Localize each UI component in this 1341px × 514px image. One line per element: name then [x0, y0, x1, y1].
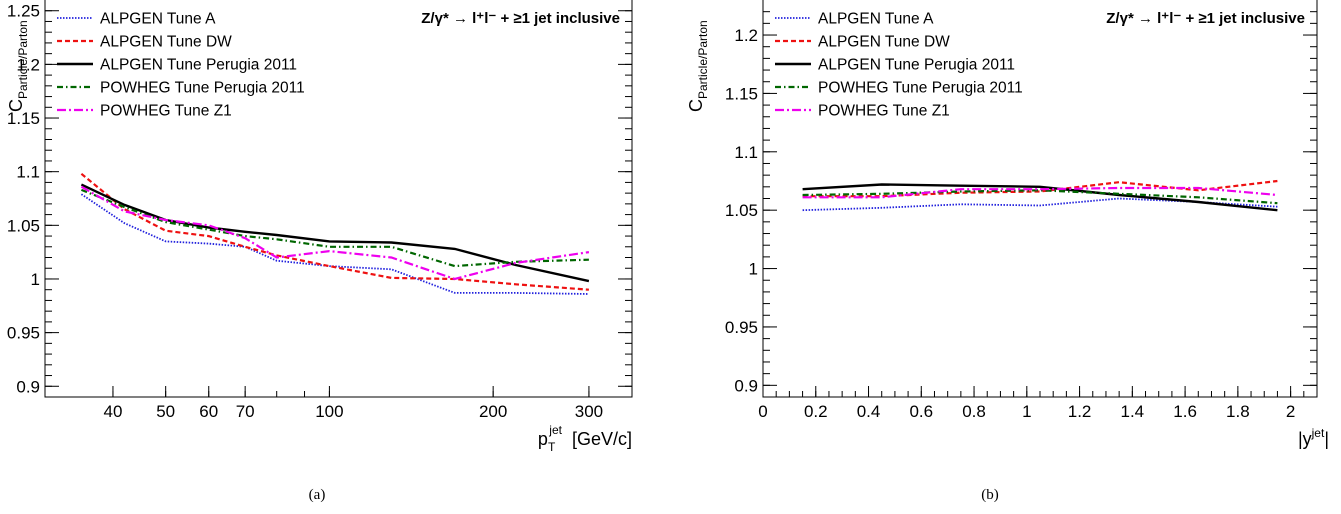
legend-label: POWHEG Tune Perugia 2011 — [818, 80, 1023, 97]
x-axis-label: pTjet [GeV/c] — [538, 423, 632, 454]
y-tick-label: 1.1 — [16, 163, 40, 182]
x-tick-label: 0.4 — [857, 402, 881, 421]
y-tick-label: 1.25 — [7, 2, 40, 21]
series-line-powheg-tune-z1 — [80, 185, 590, 281]
x-tick-label: 0 — [758, 402, 767, 421]
panel-caption: (a) — [309, 487, 326, 503]
legend-label: POWHEG Tune Z1 — [100, 103, 232, 120]
series-line-powheg-tune-perugia-2011 — [80, 188, 589, 268]
y-axis-label: CParticle/Parton — [686, 20, 710, 112]
process-label: Z/γ* → l⁺l⁻ + ≥1 jet inclusive — [1106, 10, 1305, 27]
y-tick-label: 1.15 — [725, 84, 758, 103]
y-tick-label: 1.15 — [7, 109, 40, 128]
y-tick-label: 1.05 — [725, 201, 758, 220]
legend-label: ALPGEN Tune DW — [818, 34, 950, 51]
process-label: Z/γ* → l⁺l⁻ + ≥1 jet inclusive — [421, 10, 620, 27]
series-line-alpgen-tune-perugia-2011 — [80, 183, 590, 283]
x-tick-label: 1.2 — [1068, 402, 1092, 421]
x-tick-label: 60 — [199, 402, 218, 421]
y-tick-label: 0.95 — [725, 318, 758, 337]
chart-panel-b: 0.9 0.95 1 1.05 1.1 1.15 1.2 0 0.2 0.4 0.6 0.8 1 1.2 1… — [686, 0, 1329, 503]
legend-label: ALPGEN Tune Perugia 2011 — [818, 57, 1015, 74]
x-tick-label: 100 — [315, 402, 343, 421]
x-tick-label: 0.2 — [804, 402, 828, 421]
x-tick-label: 1 — [1022, 402, 1031, 421]
y-tick-label: 1.2 — [16, 55, 40, 74]
y-tick-label: 1.1 — [734, 143, 758, 162]
legend-label: POWHEG Tune Perugia 2011 — [100, 80, 305, 97]
x-tick-label: 0.8 — [962, 402, 986, 421]
x-tick-label: 50 — [156, 402, 175, 421]
x-tick-label: 0.6 — [909, 402, 933, 421]
chart-panel-a: 0.9 0.95 1 1.05 1.1 1.15 1.2 1.25 40 50 60 70 100 200… — [6, 0, 633, 503]
x-tick-label: 1.6 — [1173, 402, 1197, 421]
y-tick-label: 1 — [31, 270, 40, 289]
x-axis-label: |yjet| — [1298, 426, 1329, 449]
legend-label: ALPGEN Tune Perugia 2011 — [100, 57, 297, 74]
panel-caption: (b) — [981, 487, 999, 503]
y-tick-label: 0.95 — [7, 324, 40, 343]
legend-label: ALPGEN Tune A — [818, 11, 934, 28]
series-line-alpgen-tune-perugia-2011 — [802, 183, 1278, 212]
legend-label: ALPGEN Tune A — [100, 11, 216, 28]
series-line-alpgen-tune-a — [802, 197, 1278, 212]
x-tick-label: 300 — [575, 402, 603, 421]
x-tick-label: 200 — [479, 402, 507, 421]
series-line-powheg-tune-z1 — [802, 186, 1278, 199]
x-tick-label: 1.4 — [1121, 402, 1145, 421]
y-tick-label: 1.2 — [734, 26, 758, 45]
y-tick-label: 1 — [749, 260, 758, 279]
series-line-alpgen-tune-dw — [80, 172, 589, 291]
x-tick-label: 70 — [236, 402, 255, 421]
series-line-alpgen-tune-a — [80, 193, 589, 295]
series-line-alpgen-tune-dw — [802, 179, 1278, 198]
plot-frame — [44, 0, 633, 398]
y-tick-label: 0.9 — [734, 376, 758, 395]
series-line-powheg-tune-perugia-2011 — [802, 189, 1278, 205]
y-tick-label: 0.9 — [16, 377, 40, 396]
legend-label: ALPGEN Tune DW — [100, 34, 232, 51]
y-tick-label: 1.05 — [7, 216, 40, 235]
x-tick-label: 1.8 — [1226, 402, 1250, 421]
legend-label: POWHEG Tune Z1 — [818, 103, 950, 120]
x-tick-label: 40 — [103, 402, 122, 421]
y-axis-label: CParticle/Parton — [6, 20, 30, 112]
x-tick-label: 2 — [1286, 402, 1295, 421]
